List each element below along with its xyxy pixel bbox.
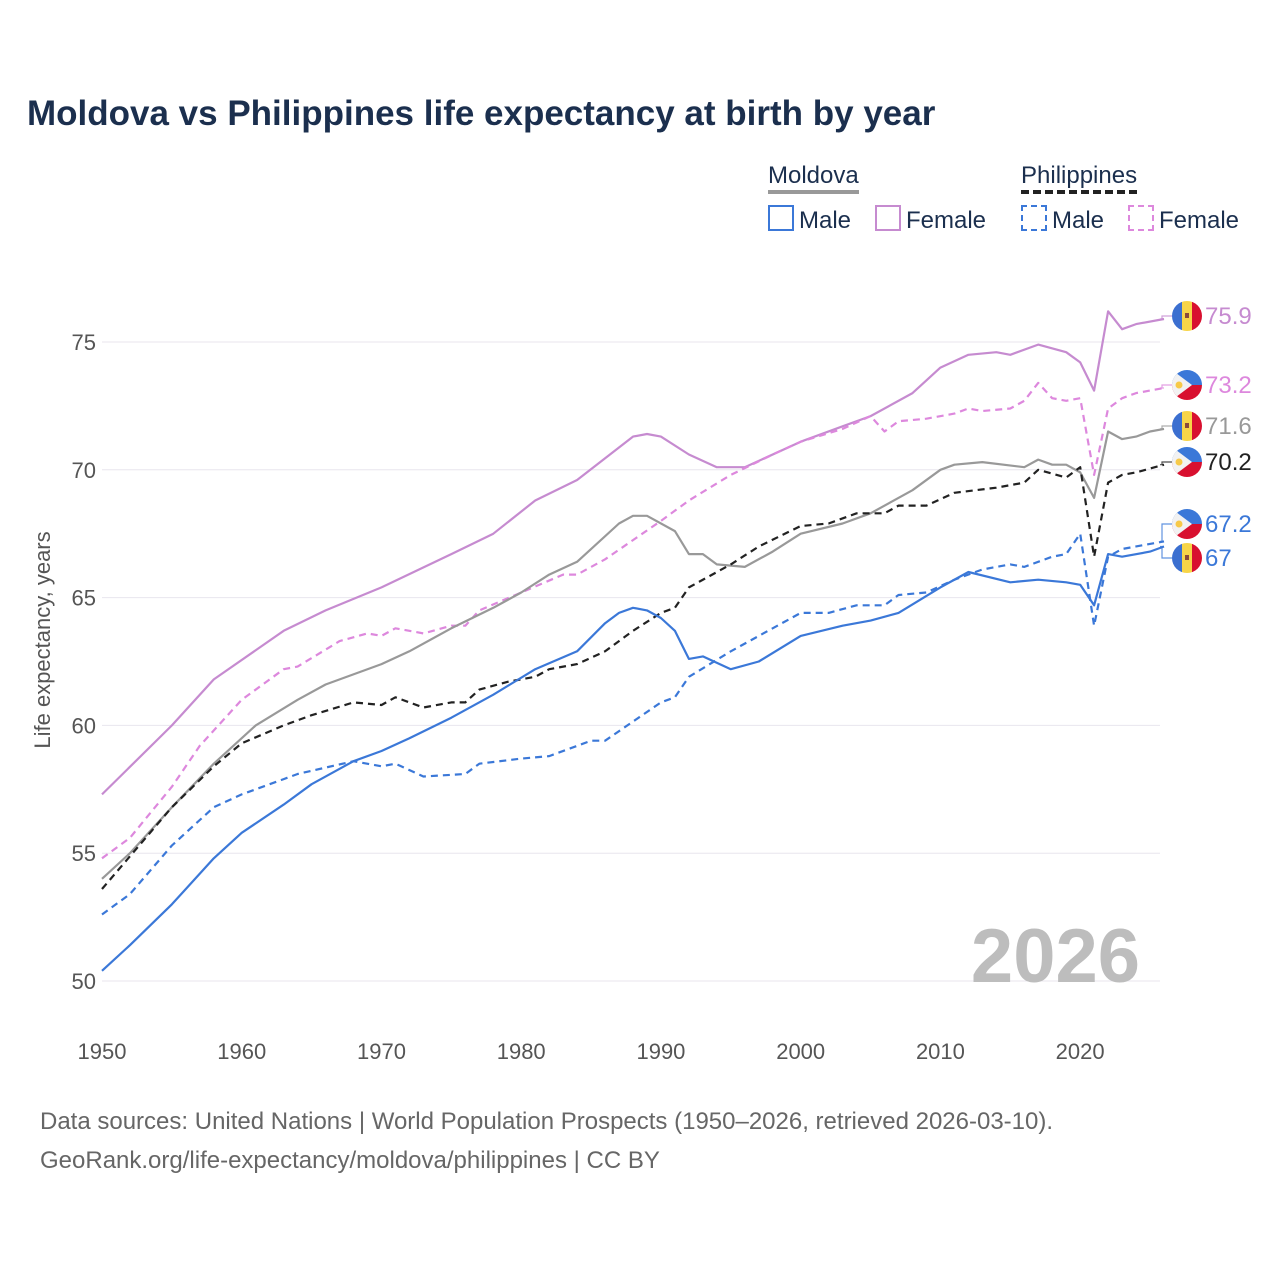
flag-stripe-blue: [1172, 543, 1182, 573]
x-tick-label: 1980: [497, 1039, 546, 1064]
y-tick-label: 50: [72, 969, 96, 994]
end-connector: [1160, 315, 1172, 320]
x-tick-label: 1960: [217, 1039, 266, 1064]
flag-body: [1172, 411, 1202, 441]
philippines-flag-icon: [1172, 370, 1202, 400]
flag-body: [1172, 447, 1202, 477]
legend-moldova: Moldova: [768, 162, 859, 194]
x-tick-label: 1990: [636, 1039, 685, 1064]
flag-emblem: [1185, 555, 1189, 560]
y-tick-label: 55: [72, 841, 96, 866]
end-connector: [1160, 461, 1172, 466]
flag-sun: [1175, 520, 1183, 528]
flag-sun: [1175, 458, 1183, 466]
legend-label: Male: [799, 207, 852, 234]
legend-label: Female: [906, 207, 987, 234]
series-line-philippines-female: [101, 381, 1165, 860]
legend-philippines-female[interactable]: Female: [1128, 205, 1239, 235]
end-connector: [1160, 523, 1172, 542]
x-tick-label: 2020: [1056, 1039, 1105, 1064]
legend-moldova-label: Moldova: [768, 162, 859, 194]
moldova-flag-icon: [1172, 411, 1202, 441]
flag-stripe-red: [1192, 301, 1202, 331]
y-axis-label: Life expectancy, years: [30, 531, 55, 748]
legend-swatch-solid-blue: [768, 205, 794, 231]
flag-body: [1172, 543, 1202, 573]
legend-philippines: Philippines: [1021, 162, 1138, 194]
flag-stripe-red: [1192, 411, 1202, 441]
end-value-label: 73.2: [1205, 372, 1252, 399]
source-line-2[interactable]: GeoRank.org/life-expectancy/moldova/phil…: [40, 1147, 660, 1174]
series-line-philippines: [101, 463, 1165, 890]
flag-stripe-blue: [1172, 411, 1182, 441]
series-line-moldova: [101, 427, 1165, 880]
series-line-moldova-male: [101, 545, 1165, 972]
flag-emblem: [1185, 313, 1189, 318]
x-tick-label: 1970: [357, 1039, 406, 1064]
flag-sun: [1175, 381, 1183, 389]
flag-body: [1172, 301, 1202, 331]
x-tick-label: 2010: [916, 1039, 965, 1064]
end-value-label: 70.2: [1205, 449, 1252, 476]
chart-title: Moldova vs Philippines life expectancy a…: [27, 94, 936, 133]
moldova-flag-icon: [1172, 543, 1202, 573]
legend-label: Male: [1052, 207, 1105, 234]
legend-swatch-solid-pink: [875, 205, 901, 231]
source-line-1: Data sources: United Nations | World Pop…: [40, 1108, 1054, 1135]
end-value-label: 67: [1205, 545, 1232, 572]
philippines-flag-icon: [1172, 447, 1202, 477]
flag-stripe-red: [1192, 543, 1202, 573]
end-value-label: 71.6: [1205, 413, 1252, 440]
legend-philippines-label: Philippines: [1021, 162, 1138, 194]
year-watermark: 2026: [971, 914, 1140, 999]
end-connector: [1160, 545, 1172, 559]
legend-moldova-female[interactable]: Female: [875, 205, 986, 235]
legend-philippines-male[interactable]: Male: [1021, 205, 1104, 235]
flag-body: [1172, 509, 1202, 539]
y-tick-label: 65: [72, 586, 96, 611]
legend-swatch-dashed-pink: [1128, 205, 1154, 231]
y-tick-label: 75: [72, 330, 96, 355]
end-value-label: 67.2: [1205, 511, 1252, 538]
end-connector: [1160, 425, 1172, 430]
end-value-label: 75.9: [1205, 303, 1252, 330]
y-tick-label: 60: [72, 713, 96, 738]
flag-stripe-blue: [1172, 301, 1182, 331]
x-tick-label: 2000: [776, 1039, 825, 1064]
moldova-flag-icon: [1172, 301, 1202, 331]
x-tick-label: 1950: [78, 1039, 127, 1064]
philippines-flag-icon: [1172, 509, 1202, 539]
flag-emblem: [1185, 423, 1189, 428]
flag-body: [1172, 370, 1202, 400]
end-connector: [1160, 384, 1172, 389]
series-line-moldova-female: [101, 310, 1165, 796]
legend-label: Female: [1159, 207, 1240, 234]
y-tick-label: 70: [72, 458, 96, 483]
legend-swatch-dashed-blue: [1021, 205, 1047, 231]
legend-moldova-male[interactable]: Male: [768, 205, 851, 235]
series-line-philippines-male: [101, 532, 1165, 916]
